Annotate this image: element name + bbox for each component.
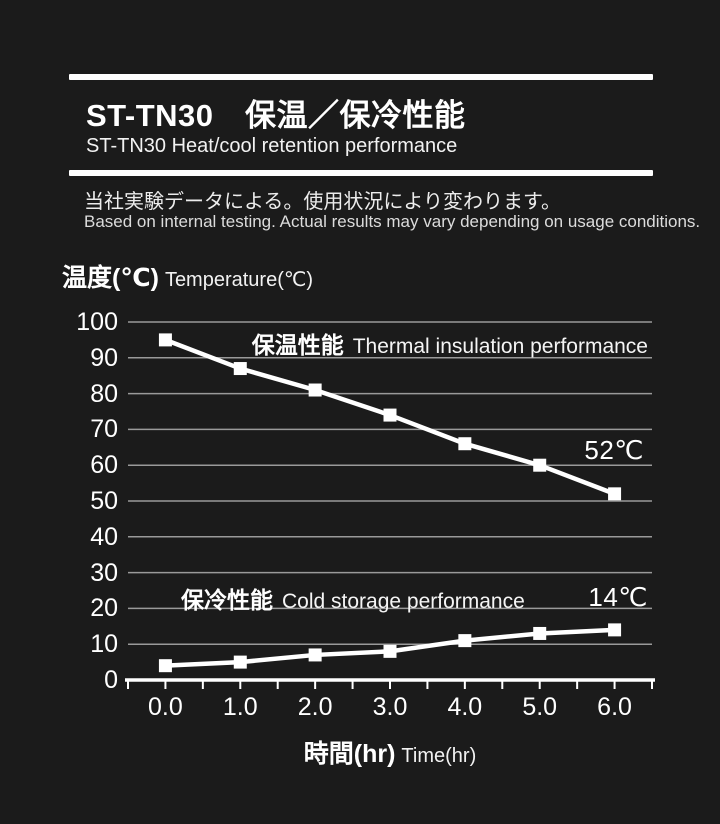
- data-point-marker: [308, 648, 322, 662]
- data-point-marker: [383, 644, 397, 658]
- data-point-marker: [308, 383, 322, 397]
- y-tick-label: 70: [90, 415, 118, 444]
- y-tick-label: 20: [90, 594, 118, 623]
- mid-divider: [69, 170, 653, 176]
- y-axis-title: 温度(℃) Temperature(℃): [62, 258, 313, 294]
- y-tick-label: 50: [90, 487, 118, 515]
- data-point-marker: [608, 623, 622, 637]
- data-point-marker: [233, 362, 247, 376]
- y-tick-label: 30: [90, 558, 118, 587]
- y-axis-title-jp: 温度(℃): [62, 264, 159, 292]
- y-axis-title-en: Temperature(℃): [164, 269, 313, 291]
- top-divider: [69, 74, 653, 80]
- data-point-marker: [158, 659, 172, 673]
- x-tick-label: 2.0: [297, 693, 333, 721]
- y-tick-label: 90: [90, 343, 118, 372]
- x-tick-label: 3.0: [372, 693, 408, 721]
- x-axis-title-jp: 時間(hr): [303, 740, 396, 768]
- series-label-thermal-en: Thermal insulation performance: [352, 335, 648, 358]
- x-tick-label: 6.0: [597, 693, 632, 721]
- y-tick-label: 40: [90, 522, 118, 551]
- series-label-thermal-jp: 保温性能: [251, 332, 344, 358]
- y-tick-label: 60: [90, 451, 118, 480]
- page-title: ST-TN30 保温／保冷性能: [86, 98, 466, 133]
- thermal-end-value: 52℃: [584, 435, 644, 465]
- x-axis-title-en: Time(hr): [401, 745, 477, 767]
- x-tick-label: 1.0: [222, 693, 258, 721]
- series-label-cold-en: Cold storage performance: [282, 590, 525, 613]
- page-subtitle: ST-TN30 Heat/cool retention performance: [86, 135, 458, 157]
- data-point-marker: [158, 333, 172, 347]
- cold-end-value: 14℃: [588, 582, 648, 612]
- series-label-thermal-insulation: 保温性能 Thermal insulation performance: [252, 326, 648, 360]
- x-axis-title: 時間(hr) Time(hr): [128, 734, 652, 770]
- series-label-cold-jp: 保冷性能: [181, 587, 273, 613]
- x-tick-label: 4.0: [447, 693, 483, 721]
- data-point-marker: [383, 408, 397, 422]
- data-point-marker: [533, 458, 547, 472]
- y-tick-label: 80: [90, 379, 118, 408]
- y-tick-label: 10: [90, 630, 118, 659]
- series-label-cold-storage: 保冷性能 Cold storage performance: [181, 581, 525, 615]
- y-tick-label: 0: [104, 666, 118, 694]
- disclaimer-jp: 当社実験データによる。使用状況により変わります。: [84, 191, 561, 213]
- x-tick-label: 5.0: [522, 693, 558, 721]
- x-tick-label: 0.0: [148, 693, 183, 721]
- data-point-marker: [458, 634, 472, 648]
- data-point-marker: [233, 655, 247, 669]
- data-point-marker: [533, 626, 547, 640]
- data-point-marker: [458, 437, 472, 451]
- data-point-marker: [608, 487, 622, 501]
- y-tick-label: 100: [76, 308, 118, 336]
- disclaimer-en: Based on internal testing. Actual result…: [84, 212, 701, 231]
